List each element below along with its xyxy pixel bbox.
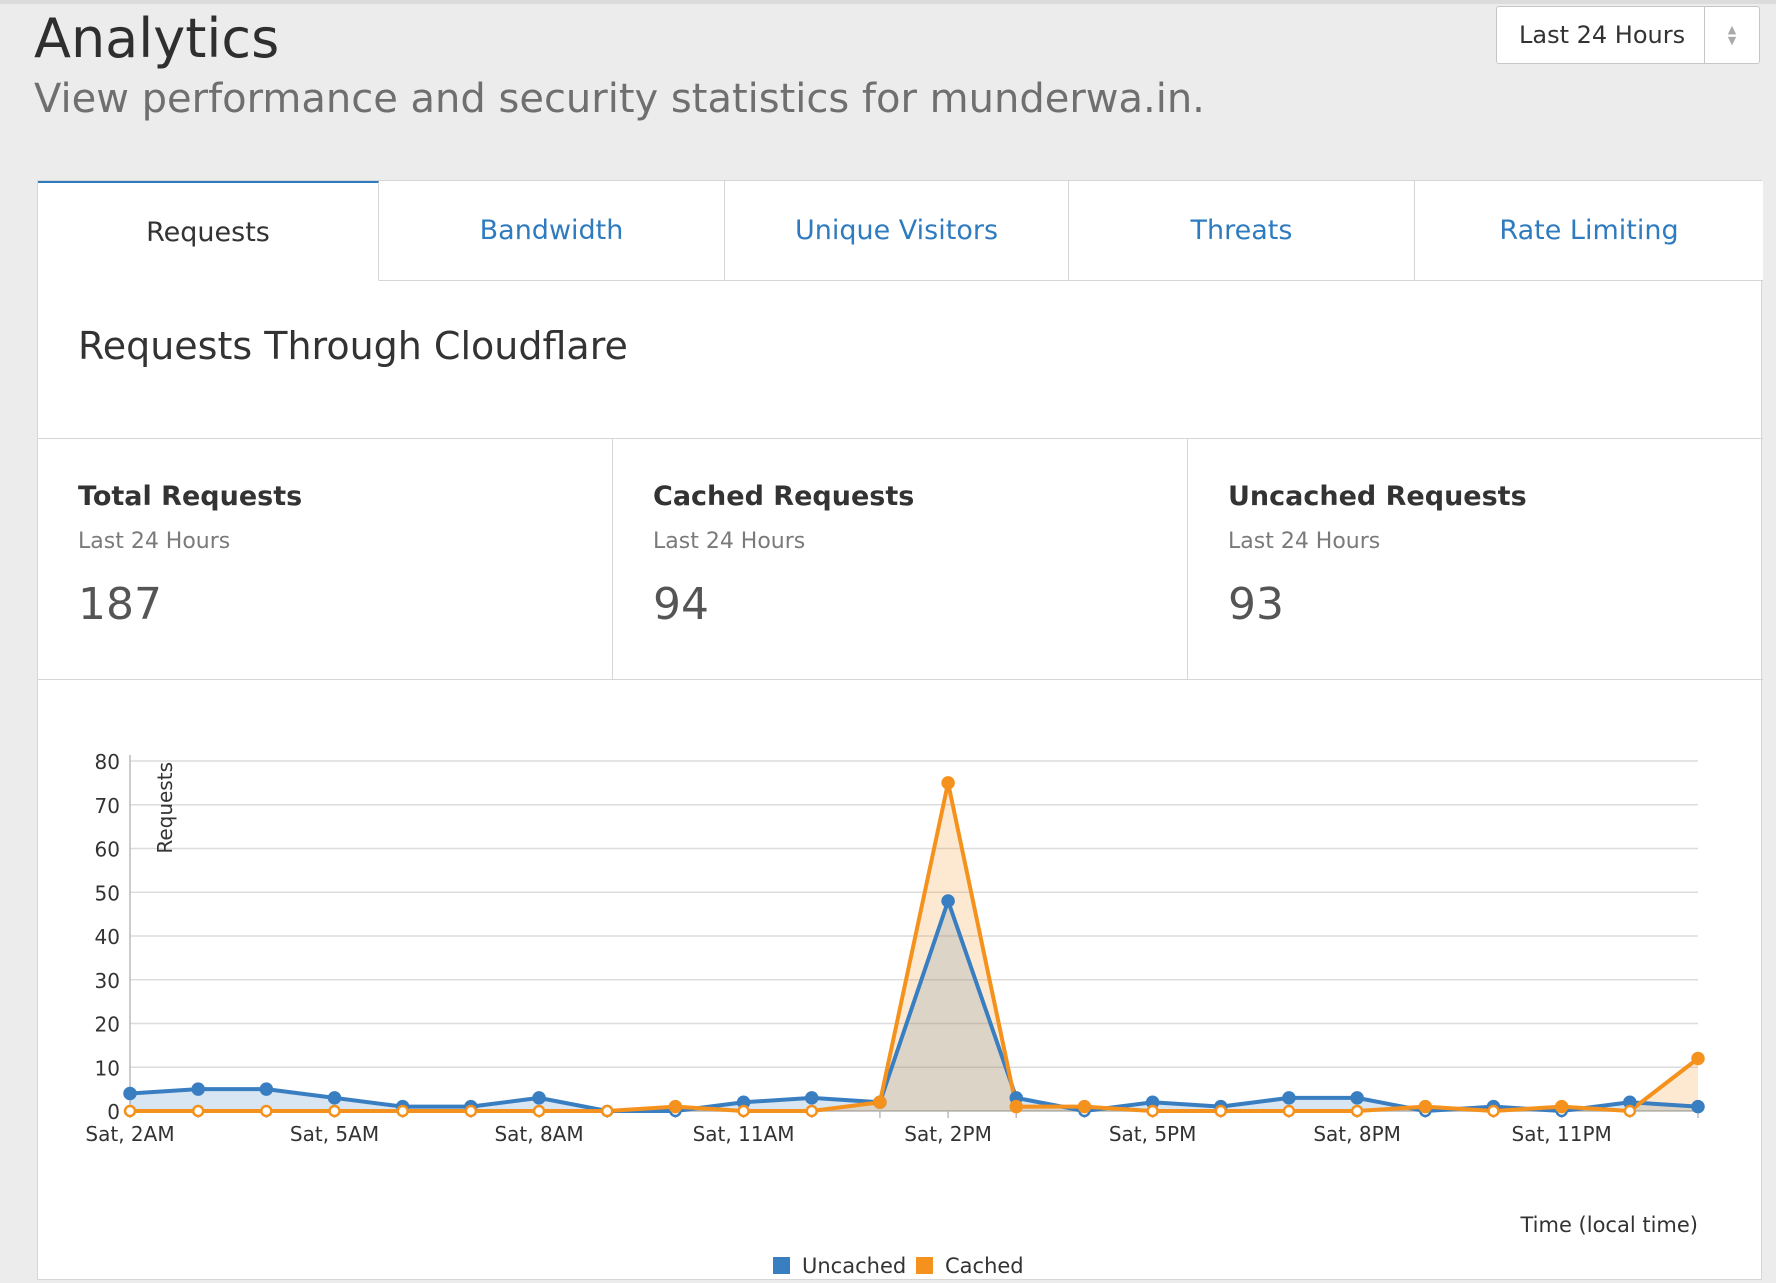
point-cached[interactable]: [1623, 1104, 1637, 1118]
point-uncached[interactable]: [1691, 1099, 1705, 1114]
stat-title: Cached Requests: [653, 481, 915, 512]
y-axis-label: Requests: [153, 762, 177, 854]
y-tick-label: 20: [95, 1013, 120, 1037]
point-cached[interactable]: [600, 1104, 614, 1118]
page-subtitle: View performance and security statistics…: [34, 76, 1205, 122]
line-uncached: [129, 899, 1699, 1113]
point-cached[interactable]: [328, 1104, 341, 1118]
stat-title: Total Requests: [78, 481, 303, 512]
x-tick-label: Sat, 2AM: [85, 1122, 174, 1146]
point-cached[interactable]: [396, 1104, 409, 1118]
point-cached[interactable]: [1146, 1104, 1159, 1118]
point-uncached[interactable]: [327, 1091, 342, 1105]
point-uncached[interactable]: [123, 1086, 137, 1101]
y-tick-label: 30: [95, 969, 120, 993]
chart-legend: Uncached Cached: [773, 1254, 1024, 1278]
point-cached[interactable]: [1077, 1099, 1092, 1114]
requests-chart-container: 0 10 20 30 40 50 60 70 80 Sat, 2AM Sat, 5AM Sat, 8A…: [38, 679, 1763, 1279]
point-cached[interactable]: [1691, 1051, 1705, 1066]
stat-title: Uncached Requests: [1228, 481, 1527, 512]
point-cached[interactable]: [737, 1104, 750, 1118]
point-cached[interactable]: [464, 1104, 478, 1118]
legend-item-cached[interactable]: Cached: [916, 1254, 1024, 1278]
x-tick-label: Sat, 5AM: [290, 1122, 379, 1146]
legend-swatch-cached: [916, 1257, 933, 1274]
point-uncached[interactable]: [1282, 1091, 1296, 1105]
point-cached[interactable]: [1009, 1099, 1024, 1114]
point-cached[interactable]: [191, 1104, 205, 1118]
analytics-tabs: Requests Bandwidth Unique Visitors Threa…: [38, 181, 1763, 281]
point-cached[interactable]: [873, 1095, 887, 1109]
tab-requests[interactable]: Requests: [38, 181, 379, 281]
y-tick-label: 10: [95, 1056, 120, 1080]
point-uncached[interactable]: [941, 894, 955, 908]
tab-threats[interactable]: Threats: [1069, 181, 1415, 281]
point-cached[interactable]: [123, 1104, 137, 1118]
line-cached: [130, 780, 1700, 1113]
stat-value: 93: [1228, 579, 1284, 630]
point-uncached[interactable]: [1350, 1091, 1364, 1105]
point-cached[interactable]: [1418, 1099, 1433, 1114]
legend-item-uncached[interactable]: Uncached: [773, 1254, 906, 1278]
tab-bandwidth[interactable]: Bandwidth: [379, 181, 725, 281]
tab-rate-limiting[interactable]: Rate Limiting: [1415, 181, 1763, 281]
point-cached[interactable]: [532, 1104, 546, 1118]
legend-swatch-uncached: [773, 1257, 790, 1274]
stat-uncached-requests: Uncached Requests Last 24 Hours 93: [1188, 439, 1763, 679]
chart-axes: 0 10 20 30 40 50 60 70 80 Sat, 2AM Sat, 5AM Sat, 8A…: [85, 750, 1699, 1146]
x-tick-label: Sat, 11AM: [693, 1122, 795, 1146]
page-title: Analytics: [34, 7, 280, 70]
point-cached[interactable]: [1487, 1104, 1500, 1118]
legend-label-cached: Cached: [945, 1254, 1024, 1278]
x-tick-label: Sat, 2PM: [904, 1122, 992, 1146]
point-uncached[interactable]: [532, 1091, 546, 1105]
y-tick-label: 0: [107, 1100, 120, 1124]
y-tick-label: 70: [95, 794, 120, 818]
stat-cached-requests: Cached Requests Last 24 Hours 94: [613, 439, 1188, 679]
stat-period: Last 24 Hours: [653, 529, 806, 554]
stat-total-requests: Total Requests Last 24 Hours 187: [38, 439, 613, 679]
point-cached[interactable]: [941, 776, 955, 790]
time-range-value: Last 24 Hours: [1519, 21, 1686, 49]
stat-value: 187: [78, 579, 162, 630]
x-tick-label: Sat, 11PM: [1512, 1122, 1612, 1146]
time-range-select[interactable]: Last 24 Hours ▲ ▼: [1496, 6, 1760, 64]
x-axis-label: Time (local time): [1519, 1213, 1698, 1237]
x-tick-label: Sat, 8PM: [1313, 1122, 1401, 1146]
stat-period: Last 24 Hours: [1228, 529, 1381, 554]
x-tick-label: Sat, 8AM: [494, 1122, 583, 1146]
stat-value: 94: [653, 579, 709, 630]
stat-period: Last 24 Hours: [78, 529, 231, 554]
y-tick-label: 50: [95, 881, 120, 905]
y-tick-label: 80: [95, 750, 120, 774]
point-uncached[interactable]: [804, 1091, 819, 1105]
point-cached[interactable]: [805, 1104, 818, 1118]
section-title: Requests Through Cloudflare: [78, 324, 628, 368]
point-cached[interactable]: [260, 1104, 273, 1118]
y-tick-label: 40: [95, 925, 120, 949]
point-cached[interactable]: [1350, 1104, 1364, 1118]
stats-row: Total Requests Last 24 Hours 187 Cached …: [38, 438, 1763, 680]
select-arrows-icon: ▲ ▼: [1704, 7, 1759, 63]
chart-series: [123, 776, 1705, 1118]
point-uncached[interactable]: [191, 1082, 205, 1096]
top-border: [0, 0, 1776, 4]
tab-unique-visitors[interactable]: Unique Visitors: [725, 181, 1069, 281]
requests-chart: 0 10 20 30 40 50 60 70 80 Sat, 2AM Sat, 5AM Sat, 8A…: [85, 750, 1705, 1278]
analytics-card: Requests Bandwidth Unique Visitors Threa…: [37, 180, 1763, 1280]
point-uncached[interactable]: [259, 1082, 274, 1096]
point-cached[interactable]: [1282, 1104, 1296, 1118]
point-cached[interactable]: [1554, 1099, 1569, 1114]
x-tick-label: Sat, 5PM: [1109, 1122, 1197, 1146]
point-cached[interactable]: [1214, 1104, 1228, 1118]
point-cached[interactable]: [668, 1099, 683, 1114]
legend-label-uncached: Uncached: [802, 1254, 906, 1278]
y-tick-label: 60: [95, 838, 120, 862]
